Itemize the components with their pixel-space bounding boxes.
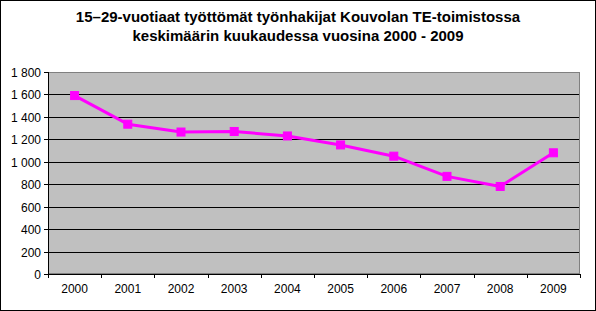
x-tick-label: 2004: [274, 282, 301, 296]
x-tick: [527, 274, 528, 278]
marker: [124, 120, 132, 128]
y-tick: [44, 252, 48, 253]
y-tick: [44, 229, 48, 230]
x-tick-label: 2006: [380, 282, 407, 296]
marker: [177, 128, 185, 136]
x-tick: [420, 274, 421, 278]
y-tick: [44, 184, 48, 185]
x-tick: [261, 274, 262, 278]
y-tick: [44, 94, 48, 95]
x-tick: [48, 274, 49, 278]
marker: [390, 152, 398, 160]
grid-line: [48, 229, 580, 230]
marker: [283, 132, 291, 140]
y-tick: [44, 139, 48, 140]
y-tick-label: 1 200: [11, 133, 41, 147]
x-tick-label: 2002: [168, 282, 195, 296]
grid-line: [48, 207, 580, 208]
y-tick: [44, 207, 48, 208]
marker: [496, 182, 504, 190]
marker: [337, 141, 345, 149]
plot-frame: [49, 73, 580, 274]
y-tick-label: 1 400: [11, 111, 41, 125]
x-tick-label: 2000: [61, 282, 88, 296]
marker: [230, 127, 238, 135]
series-group: [71, 92, 558, 191]
x-tick-label: 2005: [327, 282, 354, 296]
title: 15–29-vuotiaat työttömät työnhakijat Kou…: [76, 8, 521, 44]
y-tick-label: 400: [21, 223, 41, 237]
x-tick: [101, 274, 102, 278]
marker: [71, 92, 79, 100]
x-tick: [314, 274, 315, 278]
y-tick-label: 200: [21, 246, 41, 260]
y-tick: [44, 117, 48, 118]
x-tick: [580, 274, 581, 278]
y-axis: [48, 72, 49, 274]
series-line: [75, 96, 554, 187]
y-tick-label: 800: [21, 178, 41, 192]
x-tick: [367, 274, 368, 278]
y-tick: [44, 274, 48, 275]
x-tick-label: 2003: [221, 282, 248, 296]
y-tick-label: 600: [21, 201, 41, 215]
y-tick-label: 1 000: [11, 156, 41, 170]
x-tick-label: 2001: [114, 282, 141, 296]
y-tick-label: 1 600: [11, 88, 41, 102]
x-tick-label: 2007: [434, 282, 461, 296]
marker: [549, 149, 557, 157]
grid-line: [48, 117, 580, 118]
marker: [443, 172, 451, 180]
x-tick-label: 2009: [540, 282, 567, 296]
y-tick-label: 1 800: [11, 66, 41, 80]
x-tick: [154, 274, 155, 278]
grid-line: [48, 94, 580, 95]
plot-area: [48, 72, 580, 274]
y-tick: [44, 162, 48, 163]
y-tick-label: 0: [34, 268, 41, 282]
grid-line: [48, 252, 580, 253]
chart: 15–29-vuotiaat työttömät työnhakijat Kou…: [0, 0, 596, 311]
x-tick-label: 2008: [487, 282, 514, 296]
x-tick: [208, 274, 209, 278]
y-tick: [44, 72, 48, 73]
grid-line: [48, 162, 580, 163]
x-tick: [474, 274, 475, 278]
chart-border: [1, 1, 596, 311]
